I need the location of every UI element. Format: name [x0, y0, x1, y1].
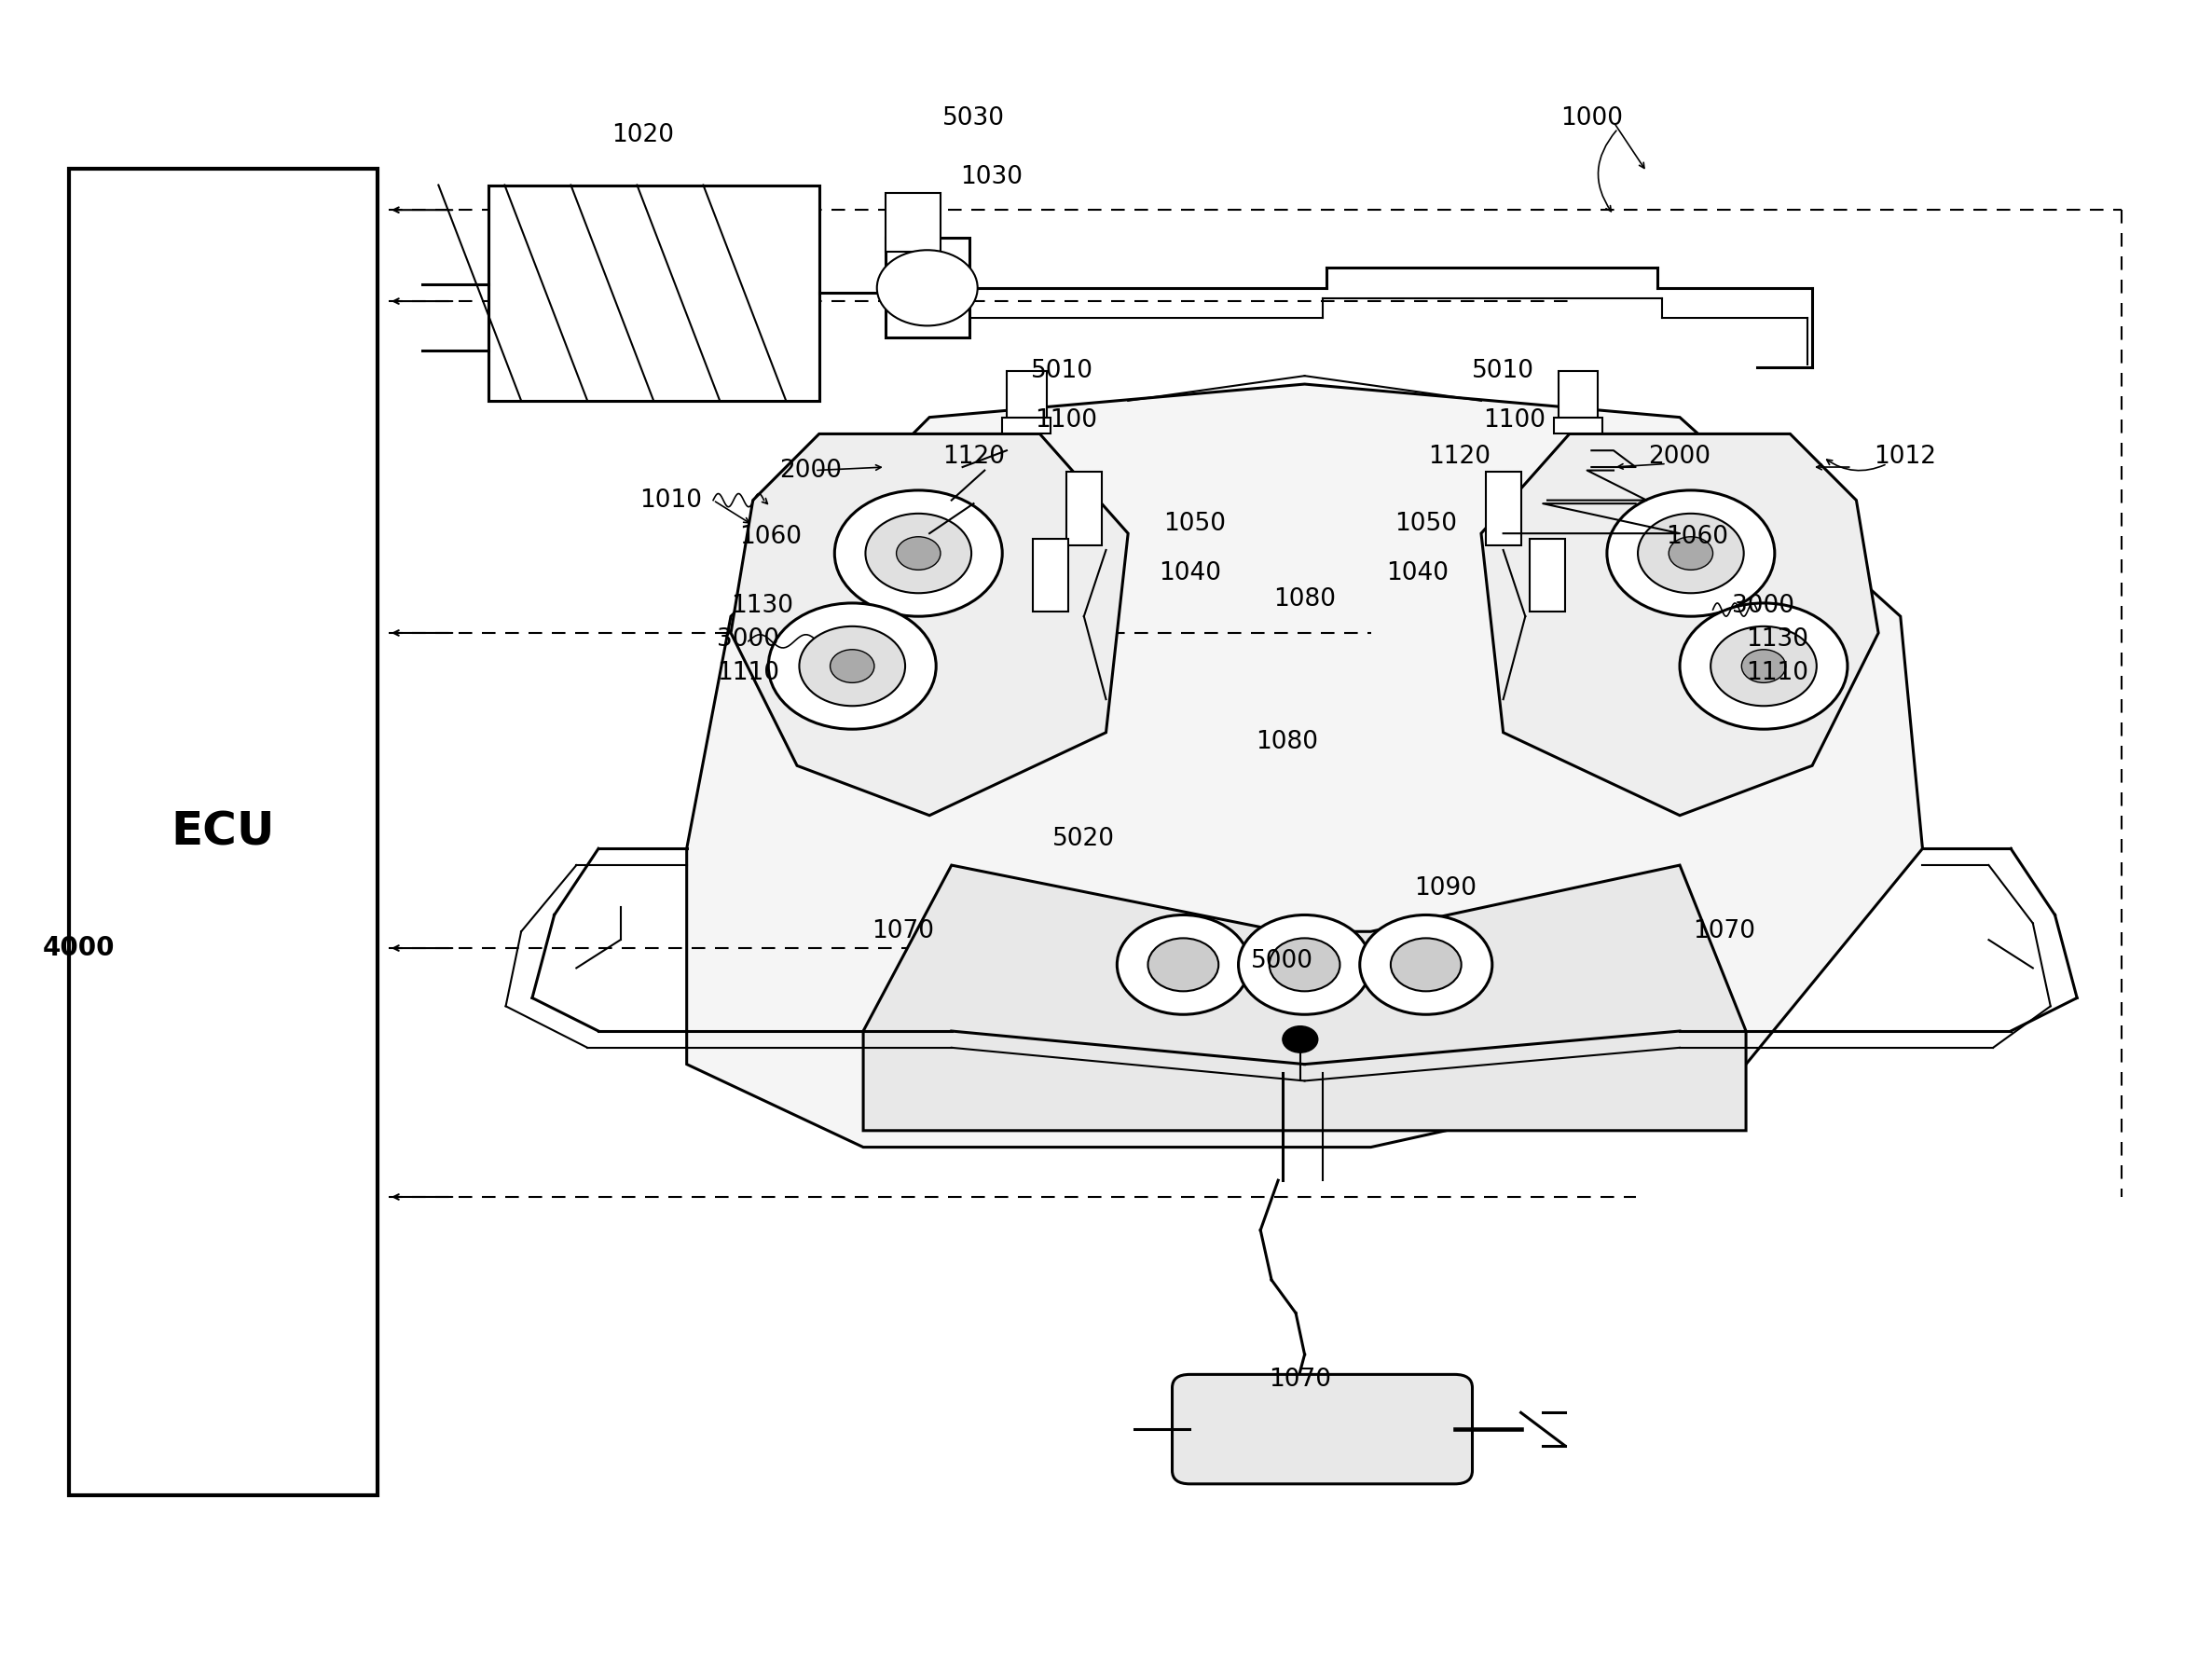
Text: 1080: 1080: [1274, 587, 1336, 612]
Circle shape: [1391, 938, 1462, 992]
Text: 1120: 1120: [942, 444, 1004, 469]
Text: 5020: 5020: [1053, 827, 1115, 850]
Circle shape: [1741, 649, 1785, 682]
Text: 1080: 1080: [1256, 730, 1318, 754]
Bar: [1531, 539, 1566, 611]
Bar: [885, 238, 969, 338]
Text: 2000: 2000: [1648, 444, 1712, 469]
Bar: [69, 168, 378, 1496]
Circle shape: [1283, 1027, 1318, 1053]
Text: 5000: 5000: [1252, 948, 1314, 973]
Polygon shape: [863, 865, 1745, 1130]
Text: 1120: 1120: [1429, 444, 1491, 469]
Bar: [1559, 371, 1597, 418]
Circle shape: [876, 250, 978, 326]
Polygon shape: [730, 434, 1128, 815]
Circle shape: [1668, 537, 1712, 569]
Bar: [1486, 473, 1522, 546]
Bar: [885, 193, 940, 251]
Text: 3000: 3000: [1732, 594, 1794, 619]
Text: 1110: 1110: [717, 661, 779, 686]
Text: 5010: 5010: [1471, 359, 1535, 383]
Bar: [1555, 418, 1601, 434]
Circle shape: [834, 491, 1002, 616]
Circle shape: [1679, 602, 1847, 729]
Bar: [489, 185, 818, 401]
Text: 1060: 1060: [739, 524, 801, 549]
Text: 1130: 1130: [730, 594, 792, 619]
Bar: [1006, 371, 1046, 418]
Text: 1050: 1050: [1396, 511, 1458, 536]
Circle shape: [1239, 915, 1371, 1015]
Text: 5010: 5010: [1031, 359, 1093, 383]
Text: 1110: 1110: [1745, 661, 1807, 686]
Circle shape: [896, 537, 940, 569]
Text: 1090: 1090: [1416, 877, 1478, 900]
Circle shape: [1360, 915, 1493, 1015]
Bar: [1033, 539, 1068, 611]
Text: 1040: 1040: [1159, 561, 1221, 586]
Circle shape: [1637, 514, 1743, 592]
Text: 1070: 1070: [872, 920, 933, 943]
Text: 1010: 1010: [639, 488, 703, 513]
Circle shape: [1270, 938, 1340, 992]
Text: 1070: 1070: [1270, 1368, 1332, 1391]
Polygon shape: [1482, 434, 1878, 815]
Circle shape: [1117, 915, 1250, 1015]
Circle shape: [1148, 938, 1219, 992]
Text: 1060: 1060: [1666, 524, 1728, 549]
Text: 1130: 1130: [1745, 627, 1807, 652]
Text: 1020: 1020: [611, 123, 675, 148]
Text: 1100: 1100: [1482, 408, 1546, 433]
Text: 3000: 3000: [717, 627, 779, 652]
Circle shape: [830, 649, 874, 682]
Text: ECU: ECU: [170, 810, 274, 854]
Text: 5030: 5030: [942, 106, 1004, 131]
Bar: [1066, 473, 1102, 546]
Polygon shape: [686, 384, 1922, 1146]
Text: 1070: 1070: [1692, 920, 1754, 943]
Text: 1050: 1050: [1164, 511, 1225, 536]
Text: 1012: 1012: [1874, 444, 1936, 469]
Text: 4000: 4000: [42, 935, 115, 962]
Text: 1040: 1040: [1387, 561, 1449, 586]
Bar: [1002, 418, 1051, 434]
Text: 1030: 1030: [960, 165, 1022, 190]
Circle shape: [799, 626, 905, 706]
Text: 1100: 1100: [1035, 408, 1097, 433]
Text: 1000: 1000: [1559, 106, 1624, 131]
Circle shape: [768, 602, 936, 729]
Circle shape: [1606, 491, 1774, 616]
Circle shape: [865, 514, 971, 592]
FancyBboxPatch shape: [1172, 1374, 1473, 1484]
Circle shape: [1710, 626, 1816, 706]
Bar: [489, 185, 818, 401]
Text: 2000: 2000: [779, 458, 841, 483]
